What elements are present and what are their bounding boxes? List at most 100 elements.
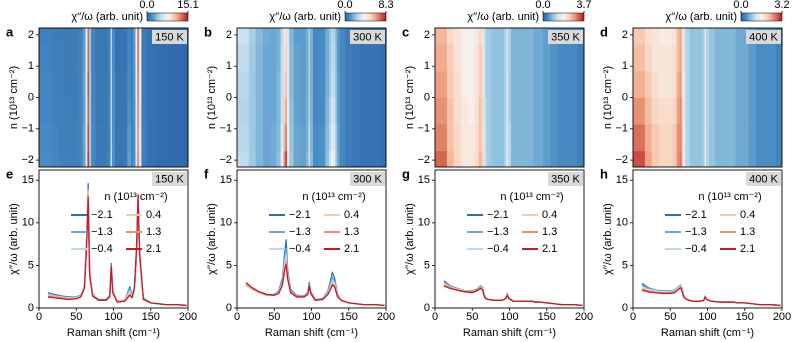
heatmap-cell — [308, 70, 311, 98]
heatmap-cell — [498, 150, 505, 168]
heatmap-cell — [147, 70, 155, 98]
y-tick-label: 1 — [28, 60, 34, 72]
heatmap-cell — [120, 44, 128, 72]
heatmap-cell — [135, 97, 138, 125]
heatmap-cell — [682, 150, 686, 168]
heatmap-cell — [531, 124, 534, 152]
heatmap-cell — [248, 70, 257, 98]
heatmap-cell — [339, 97, 346, 125]
heatmap-cell — [325, 28, 330, 45]
heatmap-cell — [503, 97, 507, 125]
heatmap-cell — [87, 44, 90, 72]
heatmap-cell — [523, 97, 528, 125]
heatmap-cell — [483, 44, 486, 72]
heatmap-cell — [731, 97, 734, 125]
colorbar-tick-label: 0.0 — [733, 0, 748, 11]
heatmap-cell — [506, 124, 509, 152]
heatmap-cell — [446, 28, 455, 45]
heatmap-cell — [755, 70, 766, 98]
heatmap-cell — [255, 124, 264, 152]
y-tick-label: 5 — [622, 259, 628, 271]
heatmap-cell — [676, 97, 680, 125]
heatmap-cell — [300, 44, 307, 72]
heatmap-cell — [325, 44, 330, 72]
heatmap-cell — [435, 28, 448, 45]
heatmap-cell — [312, 28, 320, 45]
heatmap-cell — [333, 70, 336, 98]
heatmap-cell — [276, 97, 281, 125]
heatmap-cell — [289, 150, 295, 168]
heatmap-cell — [127, 97, 132, 125]
heatmap-cell — [310, 44, 314, 72]
heatmap-cell — [729, 97, 732, 125]
heatmap-cell — [305, 44, 309, 72]
heatmap-cell — [731, 124, 734, 152]
heatmap-cell — [91, 124, 97, 152]
heatmap-cell — [676, 124, 680, 152]
heatmap-cell — [714, 70, 722, 98]
heatmap-cell — [498, 28, 505, 45]
heatmap-cell — [498, 44, 505, 72]
heatmap-cell — [293, 28, 301, 45]
heatmap-cell — [331, 70, 334, 98]
heatmap-cell — [331, 44, 334, 72]
heatmap-cell — [741, 150, 749, 168]
x-axis-label: Raman shift (cm⁻¹) — [265, 327, 358, 339]
heatmap-cell — [498, 70, 505, 98]
heatmap-cell — [474, 97, 479, 125]
heatmap-cell — [725, 124, 728, 152]
y-axis-label: n (10¹³ cm⁻²) — [602, 66, 614, 129]
y-tick-label: 10 — [220, 217, 232, 229]
heatmap-cell — [339, 124, 346, 152]
heatmap-cell — [181, 150, 189, 168]
heatmap-cell — [135, 44, 138, 72]
heatmap-cell — [681, 70, 684, 98]
y-tick-label: 15 — [220, 174, 232, 186]
x-axis-label: Raman shift (cm⁻¹) — [661, 327, 754, 339]
heatmap-cell — [708, 44, 716, 72]
heatmap-cell — [679, 28, 682, 45]
heatmap-cell — [280, 44, 284, 72]
heatmap-cell — [704, 97, 707, 125]
heatmap-cell — [339, 150, 346, 168]
colorbar-tick-label: 3.7 — [576, 0, 591, 11]
heatmap-cell — [533, 70, 536, 98]
heatmap-cell — [503, 124, 507, 152]
heatmap-cell — [577, 124, 585, 152]
legend-label: 0.4 — [344, 209, 359, 221]
heatmap-cell — [141, 97, 148, 125]
y-axis-label: n (10¹³ cm⁻²) — [8, 66, 20, 129]
heatmap-cell — [727, 70, 730, 98]
x-axis-label: Raman shift (cm⁻¹) — [463, 327, 556, 339]
heatmap-cell — [50, 150, 59, 168]
heatmap-cell — [537, 97, 544, 125]
heatmap-cell — [87, 124, 90, 152]
heatmap-cell — [280, 70, 284, 98]
heatmap-cell — [91, 70, 97, 98]
heatmap-cell — [289, 28, 295, 45]
heatmap-cell — [293, 150, 301, 168]
heatmap-cell — [557, 150, 568, 168]
heatmap-cell — [533, 150, 536, 168]
heatmap-cell — [286, 124, 290, 152]
heatmap-cell — [689, 97, 697, 125]
heatmap-cell — [704, 70, 707, 98]
x-tick-label: 50 — [70, 311, 82, 323]
heatmap-cell — [446, 44, 455, 72]
heatmap-cell — [333, 150, 336, 168]
heatmap-cell — [369, 150, 381, 168]
heatmap-cell — [681, 150, 684, 168]
heatmap-cell — [685, 70, 691, 98]
heatmap-cell — [676, 44, 680, 72]
x-tick-label: 0 — [630, 311, 636, 323]
heatmap-cell — [141, 28, 148, 45]
heatmap-cell — [318, 44, 326, 72]
legend-title: n (10¹³ cm⁻²) — [104, 191, 167, 203]
heatmap-cell — [107, 70, 111, 98]
y-tick-label: −2 — [417, 154, 430, 166]
heatmap-cell — [453, 28, 462, 45]
heatmap-cell — [72, 28, 79, 45]
heatmap-cell — [110, 97, 113, 125]
heatmap-cell — [484, 97, 488, 125]
heatmap-cell — [285, 70, 288, 98]
